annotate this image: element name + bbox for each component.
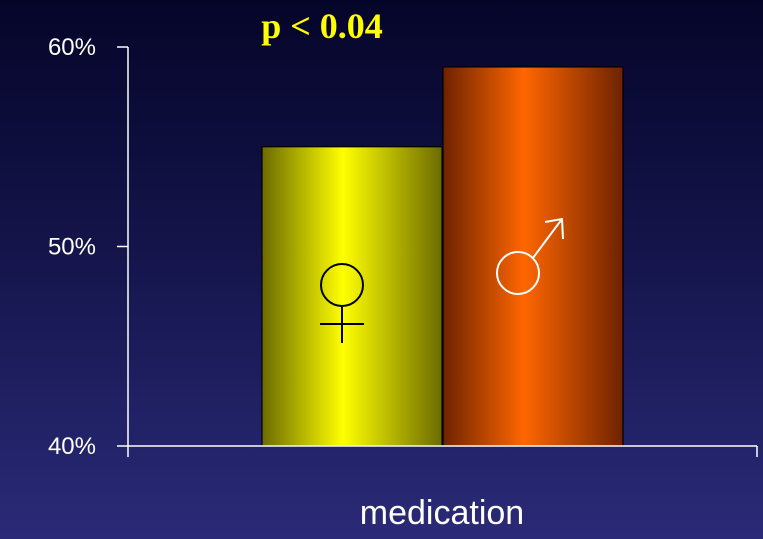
- female-symbol: [320, 263, 364, 343]
- y-tick-label: 50%: [48, 234, 96, 261]
- x-axis-label: medication: [360, 494, 524, 532]
- male-symbol: [496, 217, 564, 295]
- y-tick-label: 40%: [48, 433, 96, 460]
- bars: [261, 66, 624, 447]
- y-tick-label: 60%: [48, 34, 96, 61]
- bar-female: [261, 146, 443, 447]
- y-axis-ticks: 40% 50% 60%: [48, 34, 128, 460]
- p-value-annotation: p < 0.04: [261, 6, 383, 46]
